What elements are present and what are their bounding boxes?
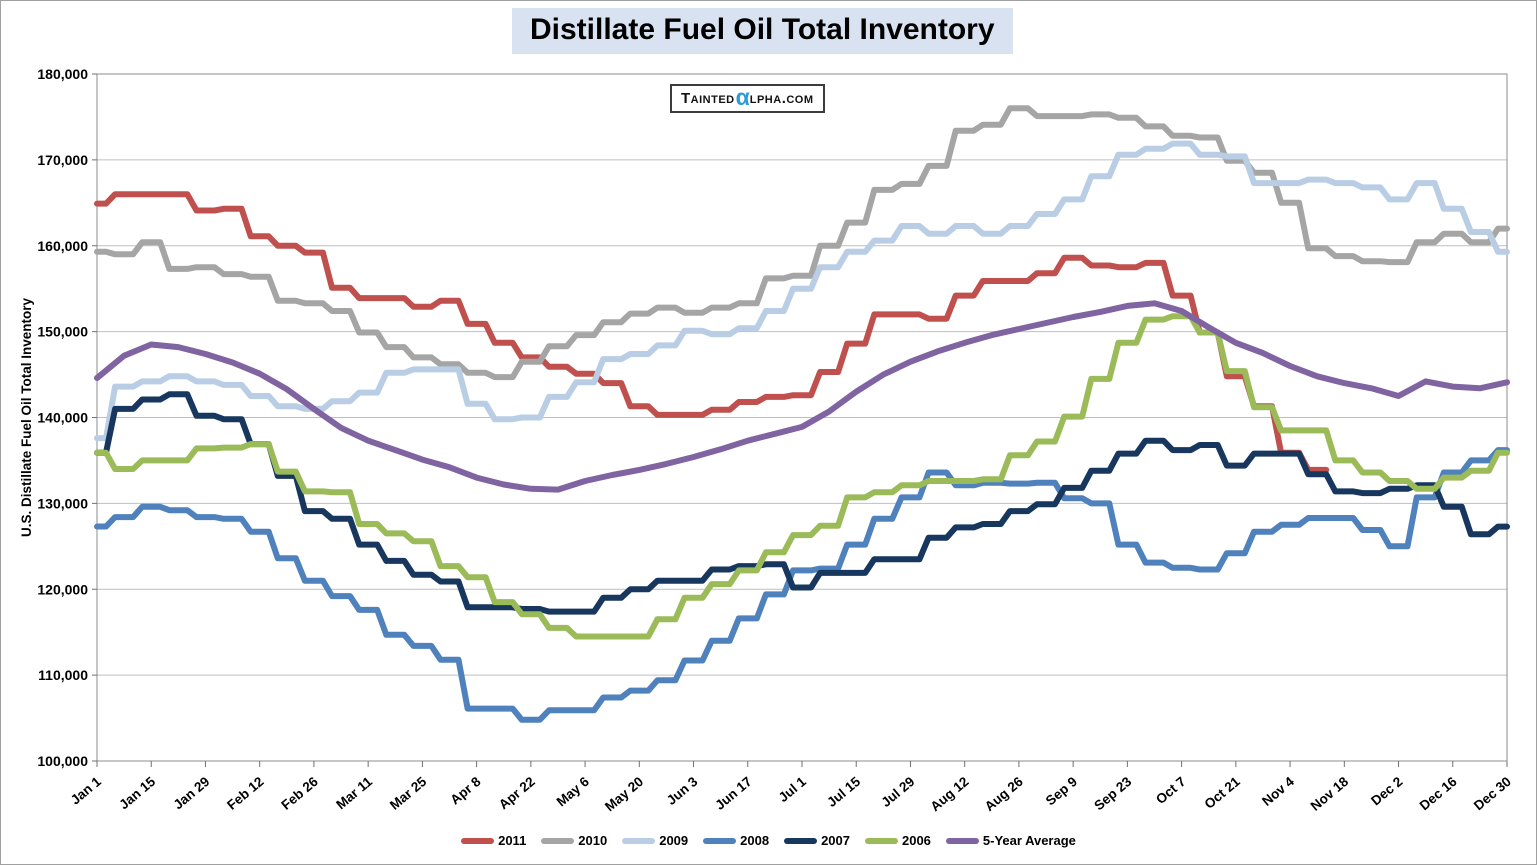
- x-tick-label: Aug 26: [982, 773, 1026, 814]
- series-line-2007: [94, 391, 1510, 615]
- x-tick-label: May 6: [554, 773, 593, 809]
- legend-label: 2011: [498, 833, 527, 848]
- y-tick-label: 130,000: [37, 495, 88, 511]
- legend-item-2009: 2009: [622, 833, 688, 848]
- x-tick-label: Jan 15: [116, 773, 158, 812]
- x-tick-label: Mar 25: [387, 773, 430, 812]
- x-tick-label: Feb 12: [224, 774, 266, 813]
- logo-text-prefix: Tainted: [681, 90, 735, 107]
- y-tick-label: 140,000: [37, 410, 88, 426]
- x-tick-label: Feb 26: [278, 774, 321, 813]
- y-tick-label: 100,000: [37, 753, 88, 769]
- x-tick-label: Sep 23: [1091, 773, 1134, 813]
- logo-text-suffix: lpha.com: [749, 90, 814, 107]
- chart-legend: 2011 2010 2009 2008 2007 2006 5-Year Average: [1, 833, 1536, 848]
- x-tick-label: Dec 30: [1471, 774, 1514, 813]
- legend-label: 2006: [901, 833, 931, 848]
- x-tick-label: Dec 16: [1417, 774, 1460, 814]
- y-tick-label: 180,000: [37, 66, 88, 82]
- legend-swatch: [784, 837, 818, 844]
- y-tick-label: 150,000: [37, 324, 88, 340]
- y-tick-label: 160,000: [37, 238, 88, 254]
- x-tick-label: Jan 1: [68, 773, 104, 807]
- legend-label: 5-Year Average: [982, 833, 1076, 848]
- x-tick-label: Dec 2: [1368, 774, 1405, 809]
- legend-swatch: [622, 837, 656, 844]
- x-tick-label: Oct 7: [1153, 774, 1189, 807]
- legend-label: 2008: [740, 833, 770, 848]
- legend-swatch: [945, 837, 979, 844]
- legend-item-2008: 2008: [703, 833, 769, 848]
- x-tick-label: Jul 29: [878, 774, 917, 810]
- series-line-2008: [94, 447, 1510, 723]
- legend-label: 2010: [578, 833, 608, 848]
- x-tick-label: Apr 8: [447, 773, 483, 807]
- legend-swatch: [703, 837, 737, 844]
- x-tick-label: Jul 15: [824, 773, 863, 809]
- legend-item-2007: 2007: [784, 833, 850, 848]
- y-tick-label: 120,000: [37, 581, 88, 597]
- legend-item-2010: 2010: [541, 833, 607, 848]
- series-line-2011: [94, 191, 1330, 473]
- legend-item-2006: 2006: [864, 833, 931, 848]
- x-tick-label: Jun 3: [664, 773, 701, 807]
- legend-item-5-year-average: 5-Year Average: [945, 833, 1076, 848]
- x-tick-label: Mar 11: [333, 773, 375, 812]
- series-line-5-year-average: [94, 300, 1510, 493]
- x-tick-label: Sep 9: [1043, 774, 1080, 809]
- x-tick-label: Apr 22: [496, 774, 538, 813]
- legend-item-2011: 2011: [461, 833, 526, 848]
- series-line-2006: [94, 313, 1510, 640]
- series-line-2009: [94, 140, 1510, 442]
- x-tick-label: May 20: [602, 774, 646, 814]
- legend-swatch: [541, 837, 575, 844]
- alpha-icon: α: [735, 84, 750, 110]
- x-tick-label: Jan 29: [171, 774, 213, 813]
- series-line-2010: [94, 105, 1510, 381]
- legend-label: 2009: [659, 833, 689, 848]
- chart-title: Distillate Fuel Oil Total Inventory: [512, 8, 1013, 54]
- y-tick-label: 110,000: [38, 667, 88, 683]
- x-tick-label: Oct 21: [1202, 773, 1244, 811]
- legend-swatch: [461, 837, 495, 844]
- y-tick-label: 170,000: [37, 152, 88, 168]
- taintedalpha-logo: Tainted α lpha.com: [670, 84, 825, 113]
- legend-label: 2007: [821, 833, 850, 848]
- x-tick-label: Aug 12: [927, 774, 971, 814]
- x-tick-label: Jul 1: [776, 773, 810, 805]
- x-tick-label: Nov 18: [1308, 773, 1352, 813]
- legend-swatch: [864, 837, 898, 844]
- y-axis-title: U.S. Distillate Fuel Oil Total Inventory: [19, 297, 34, 537]
- x-tick-label: Nov 4: [1259, 773, 1297, 808]
- x-tick-label: Jun 17: [712, 774, 754, 813]
